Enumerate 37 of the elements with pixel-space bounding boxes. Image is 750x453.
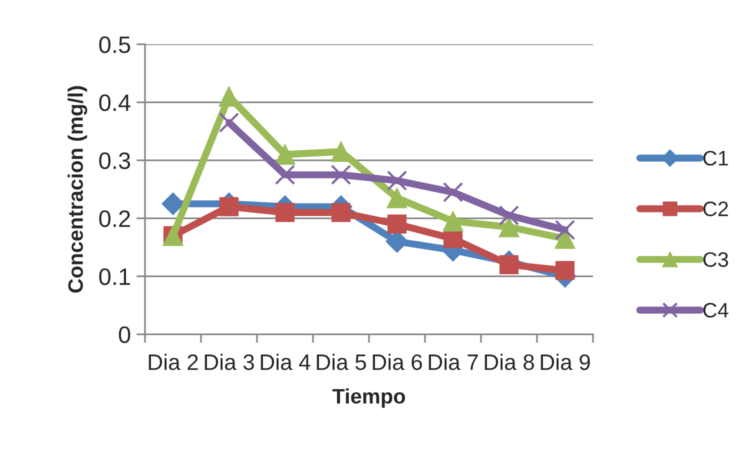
point <box>498 205 520 226</box>
x-tick-label: Dia 3 <box>204 354 254 370</box>
point <box>442 182 464 202</box>
x-tick-label: Dia 7 <box>428 354 478 370</box>
x-tick-label: Dia 8 <box>484 354 534 370</box>
point <box>330 164 352 185</box>
y-tick-label: 0.4 <box>99 94 130 112</box>
point <box>274 164 296 185</box>
point <box>498 216 520 238</box>
legend-label: C4 <box>703 302 728 318</box>
y-tick-label: 0.3 <box>99 152 130 170</box>
point <box>274 144 296 165</box>
point <box>554 220 576 240</box>
y-axis-title: Concentracion (mg/l) <box>68 86 88 293</box>
x-axis-title: Tiempo <box>332 388 406 408</box>
x-tick-label: Dia 6 <box>372 354 422 370</box>
point <box>442 210 464 232</box>
legend-label: C3 <box>703 252 728 267</box>
point <box>499 255 519 274</box>
y-tick-label: 0.5 <box>99 36 130 54</box>
x-tick-label: Dia 9 <box>540 354 590 370</box>
point <box>555 260 575 280</box>
point <box>219 197 239 216</box>
point <box>218 112 240 133</box>
legend-label: C2 <box>703 202 728 216</box>
point <box>386 170 408 191</box>
x-tick-label: Dia 2 <box>148 354 198 370</box>
x-tick-label: Dia 4 <box>260 354 310 370</box>
point <box>386 188 408 208</box>
point <box>275 202 295 222</box>
y-tick-label: 0 <box>118 326 130 344</box>
y-tick-label: 0.2 <box>99 210 130 228</box>
x-tick-label: Dia 5 <box>316 354 366 370</box>
y-tick-label: 0.1 <box>99 268 130 286</box>
point <box>331 202 351 222</box>
legend-label: C1 <box>703 150 728 166</box>
point <box>387 214 407 234</box>
